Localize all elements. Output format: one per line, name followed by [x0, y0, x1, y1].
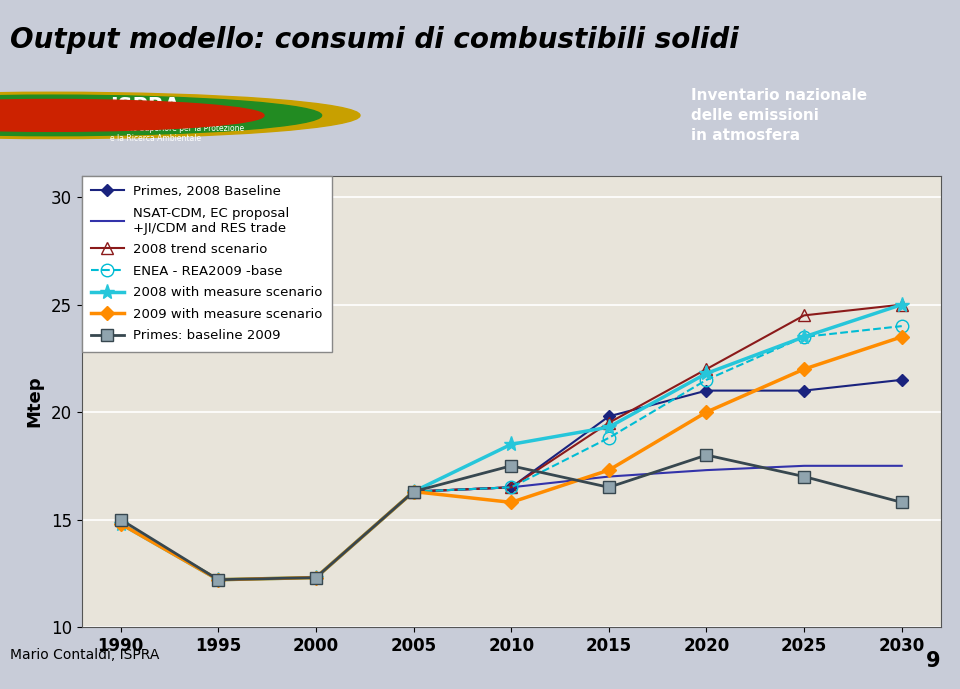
2008 with measure scenario [603, 423, 614, 431]
2009 with measure scenario [506, 498, 517, 506]
2008 with measure scenario [115, 520, 127, 528]
NSAT-CDM, EC proposal
+JI/CDM and RES trade [701, 466, 712, 474]
Text: ISPRA: ISPRA [110, 96, 180, 116]
2009 with measure scenario [212, 575, 224, 584]
NSAT-CDM, EC proposal
+JI/CDM and RES trade [799, 462, 810, 470]
Primes: baseline 2009: (2.02e+03, 18): baseline 2009: (2.02e+03, 18) [701, 451, 712, 459]
ENEA - REA2009 -base [603, 434, 614, 442]
Primes: baseline 2009: (2.01e+03, 17.5): baseline 2009: (2.01e+03, 17.5) [506, 462, 517, 470]
Line: 2009 with measure scenario: 2009 with measure scenario [116, 332, 906, 584]
Text: Istituto Superiore per la Protezione
e la Ricerca Ambientale: Istituto Superiore per la Protezione e l… [110, 124, 245, 143]
ENEA - REA2009 -base [408, 488, 420, 496]
Primes, 2008 Baseline [115, 520, 127, 528]
2009 with measure scenario [799, 365, 810, 373]
2008 with measure scenario [799, 333, 810, 341]
2008 trend scenario [799, 311, 810, 320]
Primes, 2008 Baseline [701, 387, 712, 395]
2008 trend scenario [506, 483, 517, 491]
Primes: baseline 2009: (1.99e+03, 15): baseline 2009: (1.99e+03, 15) [115, 515, 127, 524]
ENEA - REA2009 -base [896, 322, 907, 330]
Primes: baseline 2009: (2.02e+03, 16.5): baseline 2009: (2.02e+03, 16.5) [603, 483, 614, 491]
2008 with measure scenario [896, 300, 907, 309]
NSAT-CDM, EC proposal
+JI/CDM and RES trade [506, 483, 517, 491]
2008 with measure scenario [506, 440, 517, 449]
NSAT-CDM, EC proposal
+JI/CDM and RES trade [408, 488, 420, 496]
Primes: baseline 2009: (2e+03, 16.3): baseline 2009: (2e+03, 16.3) [408, 488, 420, 496]
ENEA - REA2009 -base [701, 376, 712, 384]
2008 with measure scenario [408, 488, 420, 496]
NSAT-CDM, EC proposal
+JI/CDM and RES trade [896, 462, 907, 470]
Primes: baseline 2009: (2e+03, 12.2): baseline 2009: (2e+03, 12.2) [212, 575, 224, 584]
2008 with measure scenario [701, 369, 712, 378]
Line: Primes, 2008 Baseline: Primes, 2008 Baseline [116, 376, 906, 584]
Primes, 2008 Baseline [212, 575, 224, 584]
Line: Primes: baseline 2009: Primes: baseline 2009 [115, 449, 907, 585]
Text: Mario Contaldi, ISPRA: Mario Contaldi, ISPRA [10, 648, 159, 662]
Primes, 2008 Baseline [310, 573, 322, 582]
2008 trend scenario [896, 300, 907, 309]
Circle shape [0, 92, 360, 138]
2009 with measure scenario [701, 408, 712, 416]
2008 trend scenario [408, 488, 420, 496]
NSAT-CDM, EC proposal
+JI/CDM and RES trade [603, 473, 614, 481]
Circle shape [0, 99, 264, 132]
2009 with measure scenario [896, 333, 907, 341]
2009 with measure scenario [408, 488, 420, 496]
Circle shape [0, 95, 322, 136]
2008 trend scenario [603, 419, 614, 427]
Primes, 2008 Baseline [896, 376, 907, 384]
Primes, 2008 Baseline [408, 488, 420, 496]
Legend: Primes, 2008 Baseline, NSAT-CDM, EC proposal
+JI/CDM and RES trade, 2008 trend s: Primes, 2008 Baseline, NSAT-CDM, EC prop… [82, 176, 331, 351]
2009 with measure scenario [603, 466, 614, 474]
Line: 2008 trend scenario: 2008 trend scenario [408, 299, 907, 497]
2009 with measure scenario [310, 573, 322, 582]
Text: 9: 9 [926, 651, 941, 671]
Line: NSAT-CDM, EC proposal
+JI/CDM and RES trade: NSAT-CDM, EC proposal +JI/CDM and RES tr… [414, 466, 901, 492]
Primes, 2008 Baseline [506, 483, 517, 491]
2008 with measure scenario [212, 575, 224, 584]
ENEA - REA2009 -base [799, 333, 810, 341]
Text: Inventario nazionale
delle emissioni
in atmosfera: Inventario nazionale delle emissioni in … [691, 88, 867, 143]
2008 with measure scenario [310, 573, 322, 582]
2008 trend scenario [701, 365, 712, 373]
Primes: baseline 2009: (2.03e+03, 15.8): baseline 2009: (2.03e+03, 15.8) [896, 498, 907, 506]
Primes: baseline 2009: (2.02e+03, 17): baseline 2009: (2.02e+03, 17) [799, 473, 810, 481]
ENEA - REA2009 -base [506, 483, 517, 491]
Primes, 2008 Baseline [799, 387, 810, 395]
Text: Output modello: consumi di combustibili solidi: Output modello: consumi di combustibili … [10, 25, 738, 54]
Y-axis label: Mtep: Mtep [26, 376, 44, 427]
2009 with measure scenario [115, 520, 127, 528]
Line: 2008 with measure scenario: 2008 with measure scenario [113, 297, 909, 587]
Line: ENEA - REA2009 -base: ENEA - REA2009 -base [407, 320, 908, 498]
Primes, 2008 Baseline [603, 412, 614, 420]
Primes: baseline 2009: (2e+03, 12.3): baseline 2009: (2e+03, 12.3) [310, 573, 322, 582]
